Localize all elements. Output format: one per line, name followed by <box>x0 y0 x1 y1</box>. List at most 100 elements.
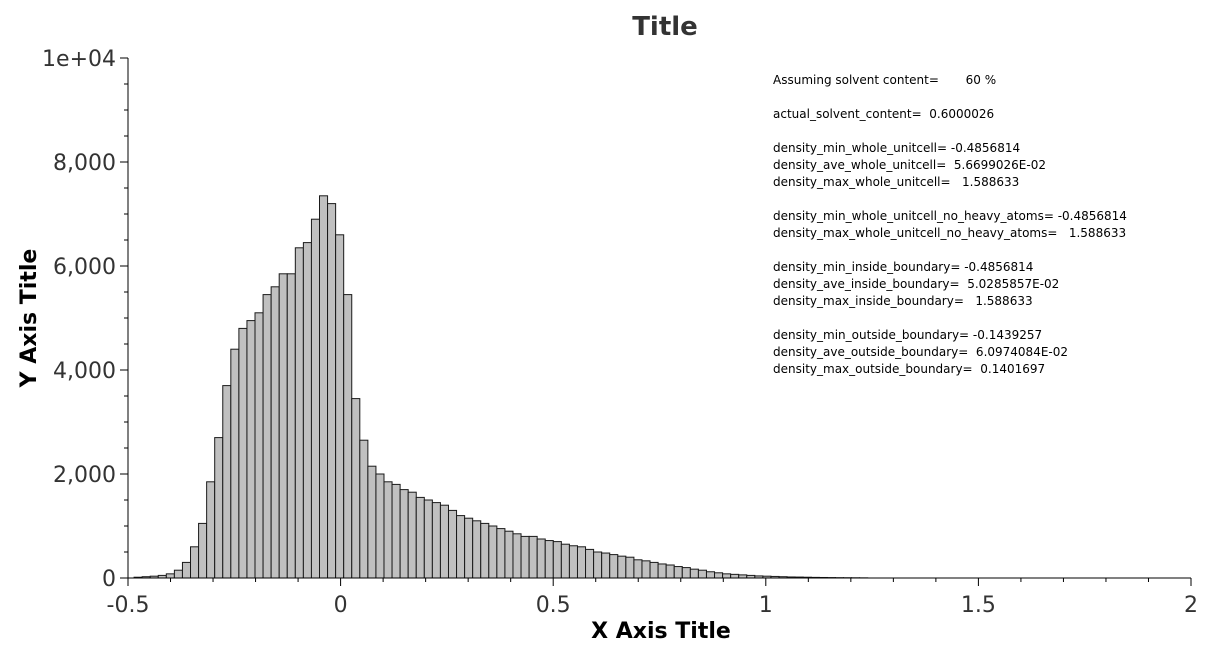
histogram-bar <box>238 327 248 579</box>
chart-title: Title <box>632 12 698 42</box>
annotation-line: density_min_whole_unitcell= -0.4856814 <box>773 141 1021 155</box>
annotation-line: Assuming solvent content= 60 % <box>773 73 997 87</box>
histogram-bar <box>431 502 441 579</box>
histogram-bar <box>294 247 304 579</box>
histogram-bar <box>528 535 538 579</box>
x-tick-label: 0 <box>334 593 348 618</box>
histogram-bar <box>262 294 272 579</box>
annotation-spacer <box>773 310 1127 327</box>
histogram-bar <box>415 496 425 579</box>
histogram-bar <box>649 561 659 579</box>
histogram-bar <box>697 569 707 579</box>
histogram-bar <box>165 573 175 579</box>
histogram-bar <box>496 528 506 579</box>
histogram-bar <box>327 203 337 579</box>
histogram-bar <box>407 491 417 579</box>
annotation-spacer <box>773 191 1127 208</box>
histogram-bar <box>544 540 554 579</box>
histogram-bar <box>480 522 490 579</box>
histogram-bar <box>222 385 232 579</box>
y-tick-label: 8,000 <box>53 151 116 176</box>
histogram-bar <box>456 515 466 579</box>
histogram-bar <box>302 242 312 579</box>
annotation-line: density_max_whole_unitcell_no_heavy_atom… <box>773 226 1127 240</box>
histogram-bar <box>633 559 643 579</box>
histogram-bar <box>714 572 724 579</box>
annotation-spacer <box>773 242 1127 259</box>
y-axis-title: Y Axis Title <box>17 249 42 389</box>
histogram-bar <box>214 437 224 579</box>
y-tick-label: 2,000 <box>53 463 116 488</box>
statistics-annotation: Assuming solvent content= 60 % actual_sol… <box>773 72 1127 378</box>
histogram-bar <box>230 348 240 579</box>
histogram-bar <box>568 545 578 579</box>
histogram-bar <box>504 530 514 579</box>
histogram-bar <box>286 273 296 579</box>
histogram-bar <box>351 398 361 579</box>
annotation-line: density_ave_inside_boundary= 5.0285857E-… <box>773 277 1060 291</box>
histogram-bar <box>319 195 329 579</box>
histogram-bar <box>447 509 458 579</box>
histogram-bar <box>552 541 562 579</box>
histogram-bar <box>681 567 691 579</box>
histogram-bar <box>173 569 183 579</box>
histogram-bar <box>520 535 530 579</box>
histogram-bar <box>391 483 401 579</box>
histogram-bar <box>335 234 345 579</box>
histogram-bar <box>423 499 433 579</box>
y-tick-label: 6,000 <box>53 255 116 280</box>
histogram-bar <box>609 554 619 579</box>
histogram-bar <box>673 566 683 579</box>
histogram-bar <box>560 543 570 579</box>
histogram-bar <box>689 568 699 579</box>
histogram-bar <box>625 556 635 579</box>
histogram-bar <box>617 555 627 579</box>
histogram-bar <box>206 481 216 579</box>
histogram-bar <box>730 573 740 579</box>
annotation-line: density_max_inside_boundary= 1.588633 <box>773 294 1033 308</box>
x-axis-title: X Axis Title <box>591 619 731 644</box>
x-tick-label: 1.5 <box>961 593 996 618</box>
annotation-line: density_max_outside_boundary= 0.1401697 <box>773 362 1046 376</box>
annotation-line: density_min_inside_boundary= -0.4856814 <box>773 260 1034 274</box>
annotation-line: actual_solvent_content= 0.6000026 <box>773 107 995 121</box>
histogram-bar <box>310 218 321 579</box>
histogram-bar <box>576 546 587 579</box>
x-tick-label: 2 <box>1184 593 1198 618</box>
histogram-bar <box>601 552 611 579</box>
histogram-bar <box>367 465 377 579</box>
histogram-bar <box>439 504 449 579</box>
x-tick-label: 1 <box>759 593 773 618</box>
histogram-bar <box>190 546 200 579</box>
y-tick-label: 1e+04 <box>42 47 116 72</box>
histogram-bar <box>722 573 732 579</box>
histogram-bar <box>181 561 192 579</box>
histogram-bar <box>512 533 522 579</box>
histogram-bar <box>593 551 603 579</box>
histogram-bar <box>246 320 256 579</box>
histogram-bar <box>375 473 385 579</box>
histogram-bar <box>585 548 595 579</box>
y-tick-label: 4,000 <box>53 359 116 384</box>
histogram-bar <box>254 312 264 579</box>
annotation-line: density_ave_whole_unitcell= 5.6699026E-0… <box>773 158 1046 172</box>
histogram-bar <box>488 525 498 579</box>
histogram-bar <box>399 489 409 579</box>
histogram-bar <box>198 522 208 579</box>
histogram-bar <box>536 538 546 579</box>
histogram-bar <box>464 517 474 579</box>
annotation-spacer <box>773 89 1127 106</box>
annotation-line: density_max_whole_unitcell= 1.588633 <box>773 175 1020 189</box>
histogram-bar <box>657 563 667 579</box>
histogram-bar <box>278 273 288 579</box>
histogram-bar <box>641 560 651 579</box>
histogram-bar <box>359 439 369 579</box>
histogram-bar <box>270 286 280 579</box>
annotation-line: density_min_outside_boundary= -0.1439257 <box>773 328 1043 342</box>
histogram-bar <box>383 481 393 579</box>
histogram-bars <box>133 195 869 579</box>
annotation-line: density_ave_outside_boundary= 6.0974084E… <box>773 345 1069 359</box>
annotation-line: density_min_whole_unitcell_no_heavy_atom… <box>773 209 1127 223</box>
